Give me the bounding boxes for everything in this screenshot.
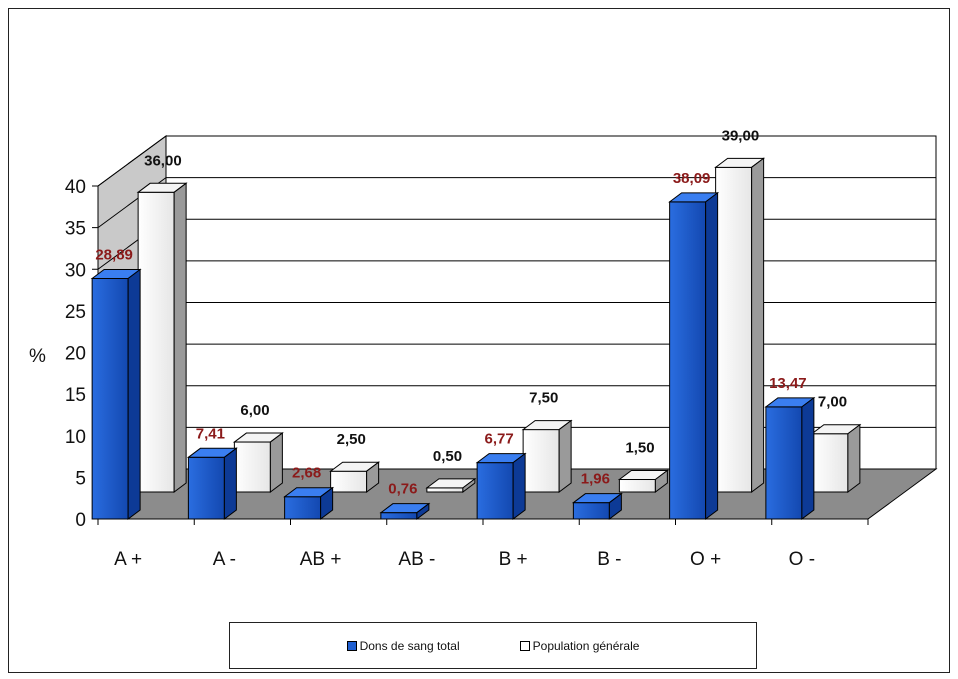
data-label-dons-3: 0,76 (388, 481, 417, 498)
category-label-4: B + (499, 549, 528, 570)
data-label-dons-2: 2,68 (292, 465, 321, 482)
bar-dons-1-front (187, 456, 225, 520)
category-label-0: A + (114, 549, 142, 570)
data-label-population-6: 39,00 (722, 127, 760, 144)
bar-dons-4-side (512, 452, 526, 520)
bar-population-3-side (462, 477, 476, 493)
bar-population-6-front (715, 166, 753, 493)
y-tick-label-5: 5 (75, 468, 86, 489)
y-tick-label-35: 35 (65, 219, 86, 240)
bar-population-1-front (233, 441, 271, 493)
legend-item-series-2: Population générale (519, 638, 640, 653)
y-tick-label-20: 20 (65, 344, 86, 365)
y-tick-label-15: 15 (65, 385, 86, 406)
data-label-population-2: 2,50 (337, 431, 366, 448)
data-label-dons-6: 38,09 (673, 170, 711, 187)
data-label-dons-7: 13,47 (769, 375, 807, 392)
legend-label-series-1: Dons de sang total (359, 638, 460, 653)
bar-population-0-side (173, 182, 187, 493)
y-tick-label-0: 0 (75, 510, 86, 531)
y-axis-label: % (29, 346, 46, 367)
bar-dons-4 (475, 452, 527, 520)
data-label-dons-5: 1,96 (581, 471, 610, 488)
data-label-population-1: 6,00 (240, 402, 269, 419)
data-label-dons-4: 6,77 (485, 431, 514, 448)
bar-population-0-front (137, 191, 175, 493)
category-label-1: A - (213, 549, 236, 570)
bar-dons-6-front (669, 201, 707, 520)
data-label-dons-0: 28,89 (95, 246, 133, 263)
bar-population-2-side (366, 461, 380, 493)
y-tick-label-30: 30 (65, 260, 86, 281)
category-label-7: O - (789, 549, 815, 570)
category-label-6: O + (690, 549, 721, 570)
bar-population-1-side (269, 432, 283, 493)
data-label-population-5: 1,50 (625, 440, 654, 457)
bar-population-6-side (751, 157, 765, 493)
bar-dons-3-side (416, 502, 430, 520)
bar-dons-0 (90, 268, 142, 520)
bar-population-2 (329, 461, 381, 493)
data-label-population-0: 36,00 (144, 152, 182, 169)
data-label-dons-1: 7,41 (196, 425, 225, 442)
legend-item-series-1: Dons de sang total (346, 638, 460, 653)
bar-population-7-front (811, 433, 849, 493)
bar-dons-3-front (380, 512, 418, 520)
bar-population-2-front (330, 470, 368, 493)
bar-dons-5-front (572, 502, 610, 520)
bar-population-1 (232, 432, 284, 493)
bar-population-4 (521, 419, 573, 493)
bar-population-7-side (847, 423, 861, 493)
bar-population-5-side (654, 469, 668, 493)
legend-label-series-2: Population générale (532, 638, 640, 653)
data-label-population-4: 7,50 (529, 390, 558, 407)
bar-population-4-front (522, 429, 560, 493)
gridline-side-40 (97, 135, 167, 187)
bar-population-4-side (558, 419, 572, 493)
data-label-population-7: 7,00 (818, 394, 847, 411)
x-axis-categories: A + A - AB + AB - B + B - O + O - (97, 519, 869, 570)
category-label-2: AB + (300, 549, 342, 570)
bar-dons-6 (668, 191, 720, 520)
y-tick-label-10: 10 (65, 427, 86, 448)
bar-population-3-front (426, 487, 464, 493)
bar-dons-5-side (608, 492, 622, 520)
data-labels: 36,00 28,89 6,00 7,41 2,50 2,68 0,50 0,76 7,50 6,… (95, 127, 847, 497)
bar-dons-0-front (91, 277, 129, 520)
bar-population-6 (714, 157, 766, 493)
bar-dons-2 (283, 486, 335, 520)
bar-dons-7-front (765, 406, 803, 520)
legend-swatch-series-2 (519, 640, 530, 651)
category-label-5: B - (597, 549, 621, 570)
category-label-3: AB - (398, 549, 435, 570)
bar-dons-7 (764, 396, 816, 520)
y-tick-label-40: 40 (65, 177, 86, 198)
bar-dons-2-side (320, 486, 334, 520)
bar-population-5-front (618, 479, 656, 493)
legend: Dons de sang total Population générale (229, 622, 757, 669)
bars (90, 157, 862, 520)
bar-dons-0-side (127, 268, 141, 520)
bar-population-0 (136, 182, 188, 493)
bar-dons-1-side (223, 447, 237, 520)
bar-dons-3 (379, 502, 431, 520)
bar-dons-4-front (476, 462, 514, 520)
bar-dons-2-front (284, 496, 322, 520)
gridlines (97, 135, 936, 478)
bar-dons-6-side (705, 191, 719, 520)
data-label-population-3: 0,50 (433, 448, 462, 465)
bar-dons-7-side (801, 396, 815, 520)
bar-dons-5 (571, 492, 623, 520)
legend-swatch-series-1 (346, 640, 357, 651)
y-tick-label-25: 25 (65, 302, 86, 323)
bar-population-5 (617, 469, 669, 493)
bar-population-7 (810, 423, 862, 493)
bar-population-3 (425, 477, 477, 493)
bar-dons-1 (186, 447, 238, 520)
